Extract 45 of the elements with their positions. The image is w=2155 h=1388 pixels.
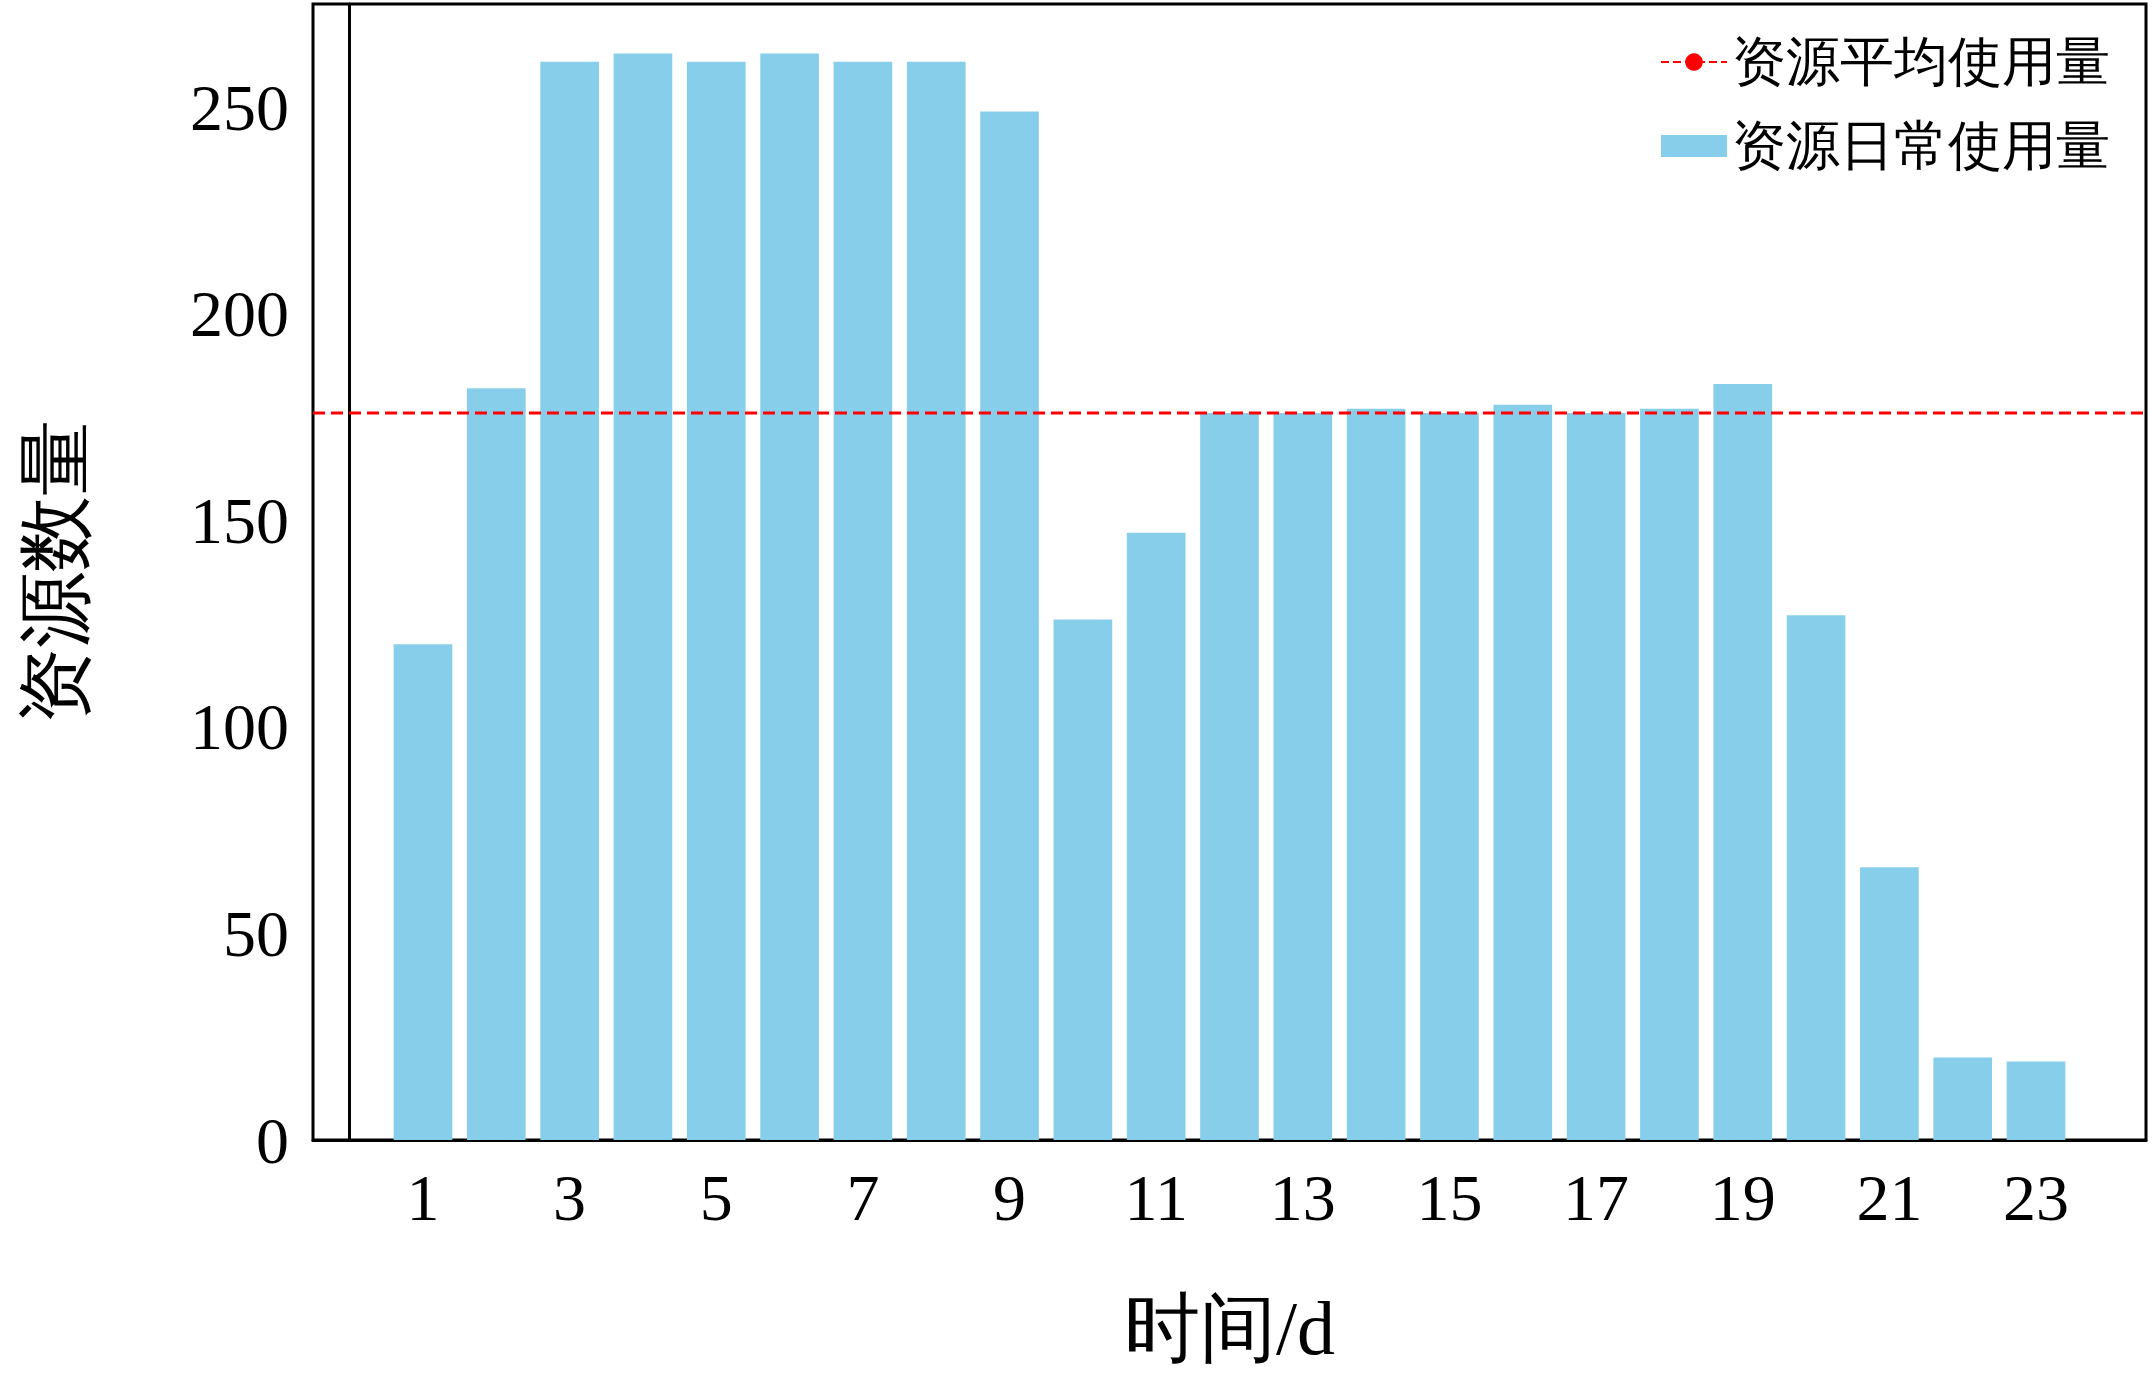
bar (1640, 408, 1699, 1140)
y-tick-label: 250 (190, 70, 289, 144)
x-tick-label: 15 (1416, 1160, 1483, 1234)
x-tick-label: 17 (1563, 1160, 1630, 1234)
bar (466, 388, 526, 1140)
x-tick-label: 13 (1269, 1160, 1336, 1234)
x-tick-label: 5 (699, 1160, 733, 1234)
legend-label: 资源平均使用量 (1732, 32, 2110, 92)
x-tick-label: 19 (1709, 1160, 1776, 1234)
x-tick-label: 3 (553, 1160, 587, 1234)
x-tick-label: 7 (846, 1160, 880, 1234)
x-tick-label: 1 (406, 1160, 440, 1234)
y-tick-label: 200 (190, 277, 289, 351)
bar (686, 61, 746, 1140)
bar (2006, 1061, 2066, 1140)
bar (1786, 615, 1846, 1140)
bar (833, 61, 893, 1140)
x-tick-label: 23 (2003, 1160, 2070, 1234)
bar (1713, 384, 1773, 1140)
bar (1860, 867, 1919, 1140)
legend-label: 资源日常使用量 (1732, 116, 2110, 176)
bar (1933, 1057, 1993, 1140)
x-tick-label: 9 (993, 1160, 1027, 1234)
bar (760, 53, 819, 1140)
bar (1053, 619, 1113, 1140)
bar (1420, 412, 1479, 1140)
y-tick-label: 100 (190, 690, 289, 764)
bar (1493, 404, 1553, 1140)
bar (1346, 408, 1406, 1140)
y-tick-label: 0 (256, 1103, 289, 1177)
x-tick-label: 11 (1124, 1160, 1188, 1234)
bar (980, 111, 1039, 1140)
x-tick-label: 21 (1856, 1160, 1923, 1234)
x-axis-title: 时间/d (1123, 1286, 1336, 1370)
y-tick-label: 150 (190, 483, 289, 557)
y-tick-label: 50 (223, 896, 289, 970)
bar (1273, 412, 1333, 1140)
bar (1566, 412, 1626, 1140)
y-axis-title: 资源数量 (13, 420, 97, 724)
bar (1200, 412, 1259, 1140)
bar (393, 644, 453, 1140)
bar (1126, 532, 1186, 1140)
bar (540, 61, 599, 1140)
bar (613, 53, 673, 1140)
bar (906, 61, 966, 1140)
